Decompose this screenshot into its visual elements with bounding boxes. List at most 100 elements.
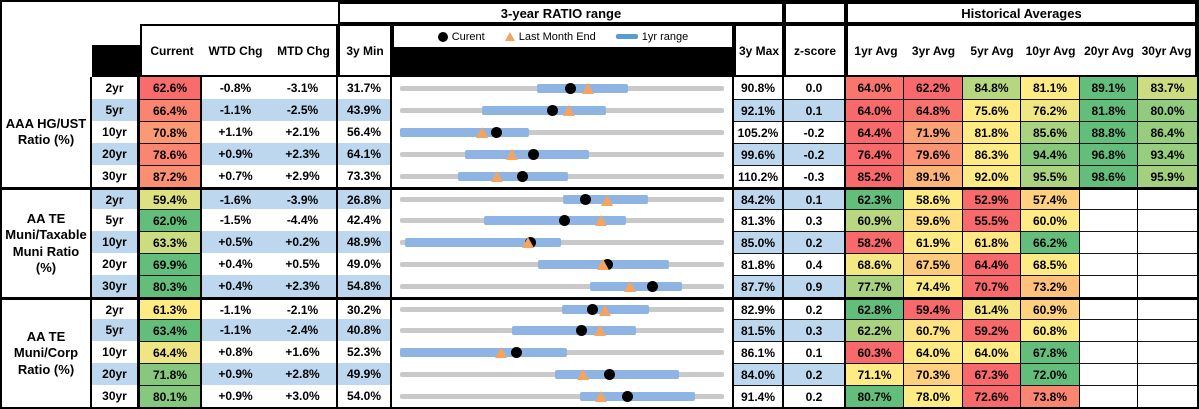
range-chart [392,209,734,231]
group-label: AA TE Muni/Taxable Muni Ratio (%) [2,187,92,297]
cell-avg-10yr: 60.9% [1021,297,1080,319]
col-header-mtd-chg: MTD Chg [277,43,330,58]
cell-z-score: 0.1 [784,99,846,121]
cell-avg-3yr: 78.0% [904,385,963,407]
cell-avg-3yr: 70.3% [904,363,963,385]
cell-mtd-chg: +2.3% [269,143,338,165]
cell-z-score: 0.9 [784,275,846,297]
cell-z-score: 0.3 [784,319,846,341]
cell-avg-30yr: 95.9% [1138,165,1197,187]
cell-avg-30yr [1138,341,1197,363]
cell-3y-max: 84.0% [734,363,784,385]
cell-avg-5yr: 70.7% [963,275,1021,297]
col-header-1yr-avg: 1yr Avg [854,43,898,58]
col-header-current: Current [150,43,194,58]
range-chart [392,231,734,253]
cell-avg-1yr: 80.7% [846,385,904,407]
cell-current: 64.4% [140,341,202,363]
cell-avg-5yr: 61.4% [963,297,1021,319]
cell-3y-min: 30.2% [338,297,392,319]
cell-wtd-chg: +0.9% [202,363,269,385]
last-month-end-triangle-marker [491,171,504,182]
cell-current: 62.0% [140,209,202,231]
historical-averages-title: Historical Averages [846,2,1197,24]
blue-bar-icon [615,34,638,39]
cell-avg-20yr [1080,385,1138,407]
cell-z-score: 0.0 [784,77,846,99]
col-header-30yr-avg: 30yr Avg [1141,43,1192,58]
cell-tenor: 20yr [92,253,140,275]
cell-avg-20yr [1080,319,1138,341]
cell-avg-10yr: 95.5% [1021,165,1080,187]
cell-current: 80.3% [140,275,202,297]
cell-3y-max: 81.3% [734,209,784,231]
zscore-top-spacer [784,2,846,24]
cell-mtd-chg: -2.1% [269,297,338,319]
top-left-spacer [2,2,338,24]
cell-avg-20yr [1080,341,1138,363]
cell-mtd-chg: +1.6% [269,341,338,363]
col-header-z-score: z-score [784,24,846,77]
range-bar-1yr [483,215,627,225]
cell-avg-5yr: 84.8% [963,77,1021,99]
cell-3y-min: 52.3% [338,341,392,363]
change-columns-header: Current WTD Chg MTD Chg [140,24,338,77]
cell-avg-1yr: 85.2% [846,165,904,187]
cell-avg-5yr: 67.3% [963,363,1021,385]
col-header-3y-min: 3y Min [338,24,392,77]
range-chart [392,341,734,363]
current-dot-marker [527,148,539,160]
cell-z-score: 0.3 [784,209,846,231]
cell-avg-20yr: 81.8% [1080,99,1138,121]
cell-avg-3yr: 64.8% [904,99,963,121]
cell-avg-1yr: 64.0% [846,99,904,121]
range-track [400,307,724,312]
cell-3y-max: 82.9% [734,297,784,319]
cell-wtd-chg: -1.1% [202,99,269,121]
cell-avg-5yr: 86.3% [963,143,1021,165]
current-dot-marker [517,170,529,182]
range-chart [392,275,734,297]
cell-avg-3yr: 59.6% [904,209,963,231]
cell-avg-3yr: 89.1% [904,165,963,187]
group-label: AAA HG/UST Ratio (%) [2,77,92,187]
cell-mtd-chg: +2.9% [269,165,338,187]
cell-z-score: 0.1 [784,341,846,363]
col-header-3y-max: 3y Max [734,24,784,77]
cell-avg-30yr [1138,319,1197,341]
cell-avg-5yr: 72.6% [963,385,1021,407]
range-chart [392,363,734,385]
orange-triangle-icon [504,32,515,41]
cell-current: 78.6% [140,143,202,165]
cell-tenor: 20yr [92,143,140,165]
cell-mtd-chg: -3.1% [269,77,338,99]
cell-avg-1yr: 58.2% [846,231,904,253]
range-chart [392,297,734,319]
range-track [400,239,724,245]
col-header-5yr-avg: 5yr Avg [970,43,1014,58]
cell-mtd-chg: +0.2% [269,231,338,253]
cell-tenor: 30yr [92,385,140,407]
range-track [400,283,724,289]
cell-avg-10yr: 67.8% [1021,341,1080,363]
cell-avg-10yr: 60.0% [1021,209,1080,231]
cell-tenor: 10yr [92,231,140,253]
cell-3y-max: 86.1% [734,341,784,363]
cell-avg-20yr [1080,297,1138,319]
cell-3y-max: 87.7% [734,275,784,297]
current-dot-marker [579,194,591,205]
last-month-end-triangle-marker [596,259,609,270]
cell-3y-max: 81.8% [734,253,784,275]
range-chart-legend: Curent Last Month End 1yr range [394,26,732,47]
cell-z-score: -0.2 [784,143,846,165]
cell-tenor: 30yr [92,165,140,187]
cell-wtd-chg: -0.8% [202,77,269,99]
range-chart [392,187,734,209]
cell-avg-3yr: 62.2% [904,77,963,99]
cell-avg-20yr [1080,363,1138,385]
cell-avg-20yr: 88.8% [1080,121,1138,143]
cell-avg-3yr: 74.4% [904,275,963,297]
cell-3y-min: 42.4% [338,209,392,231]
cell-mtd-chg: +0.5% [269,253,338,275]
